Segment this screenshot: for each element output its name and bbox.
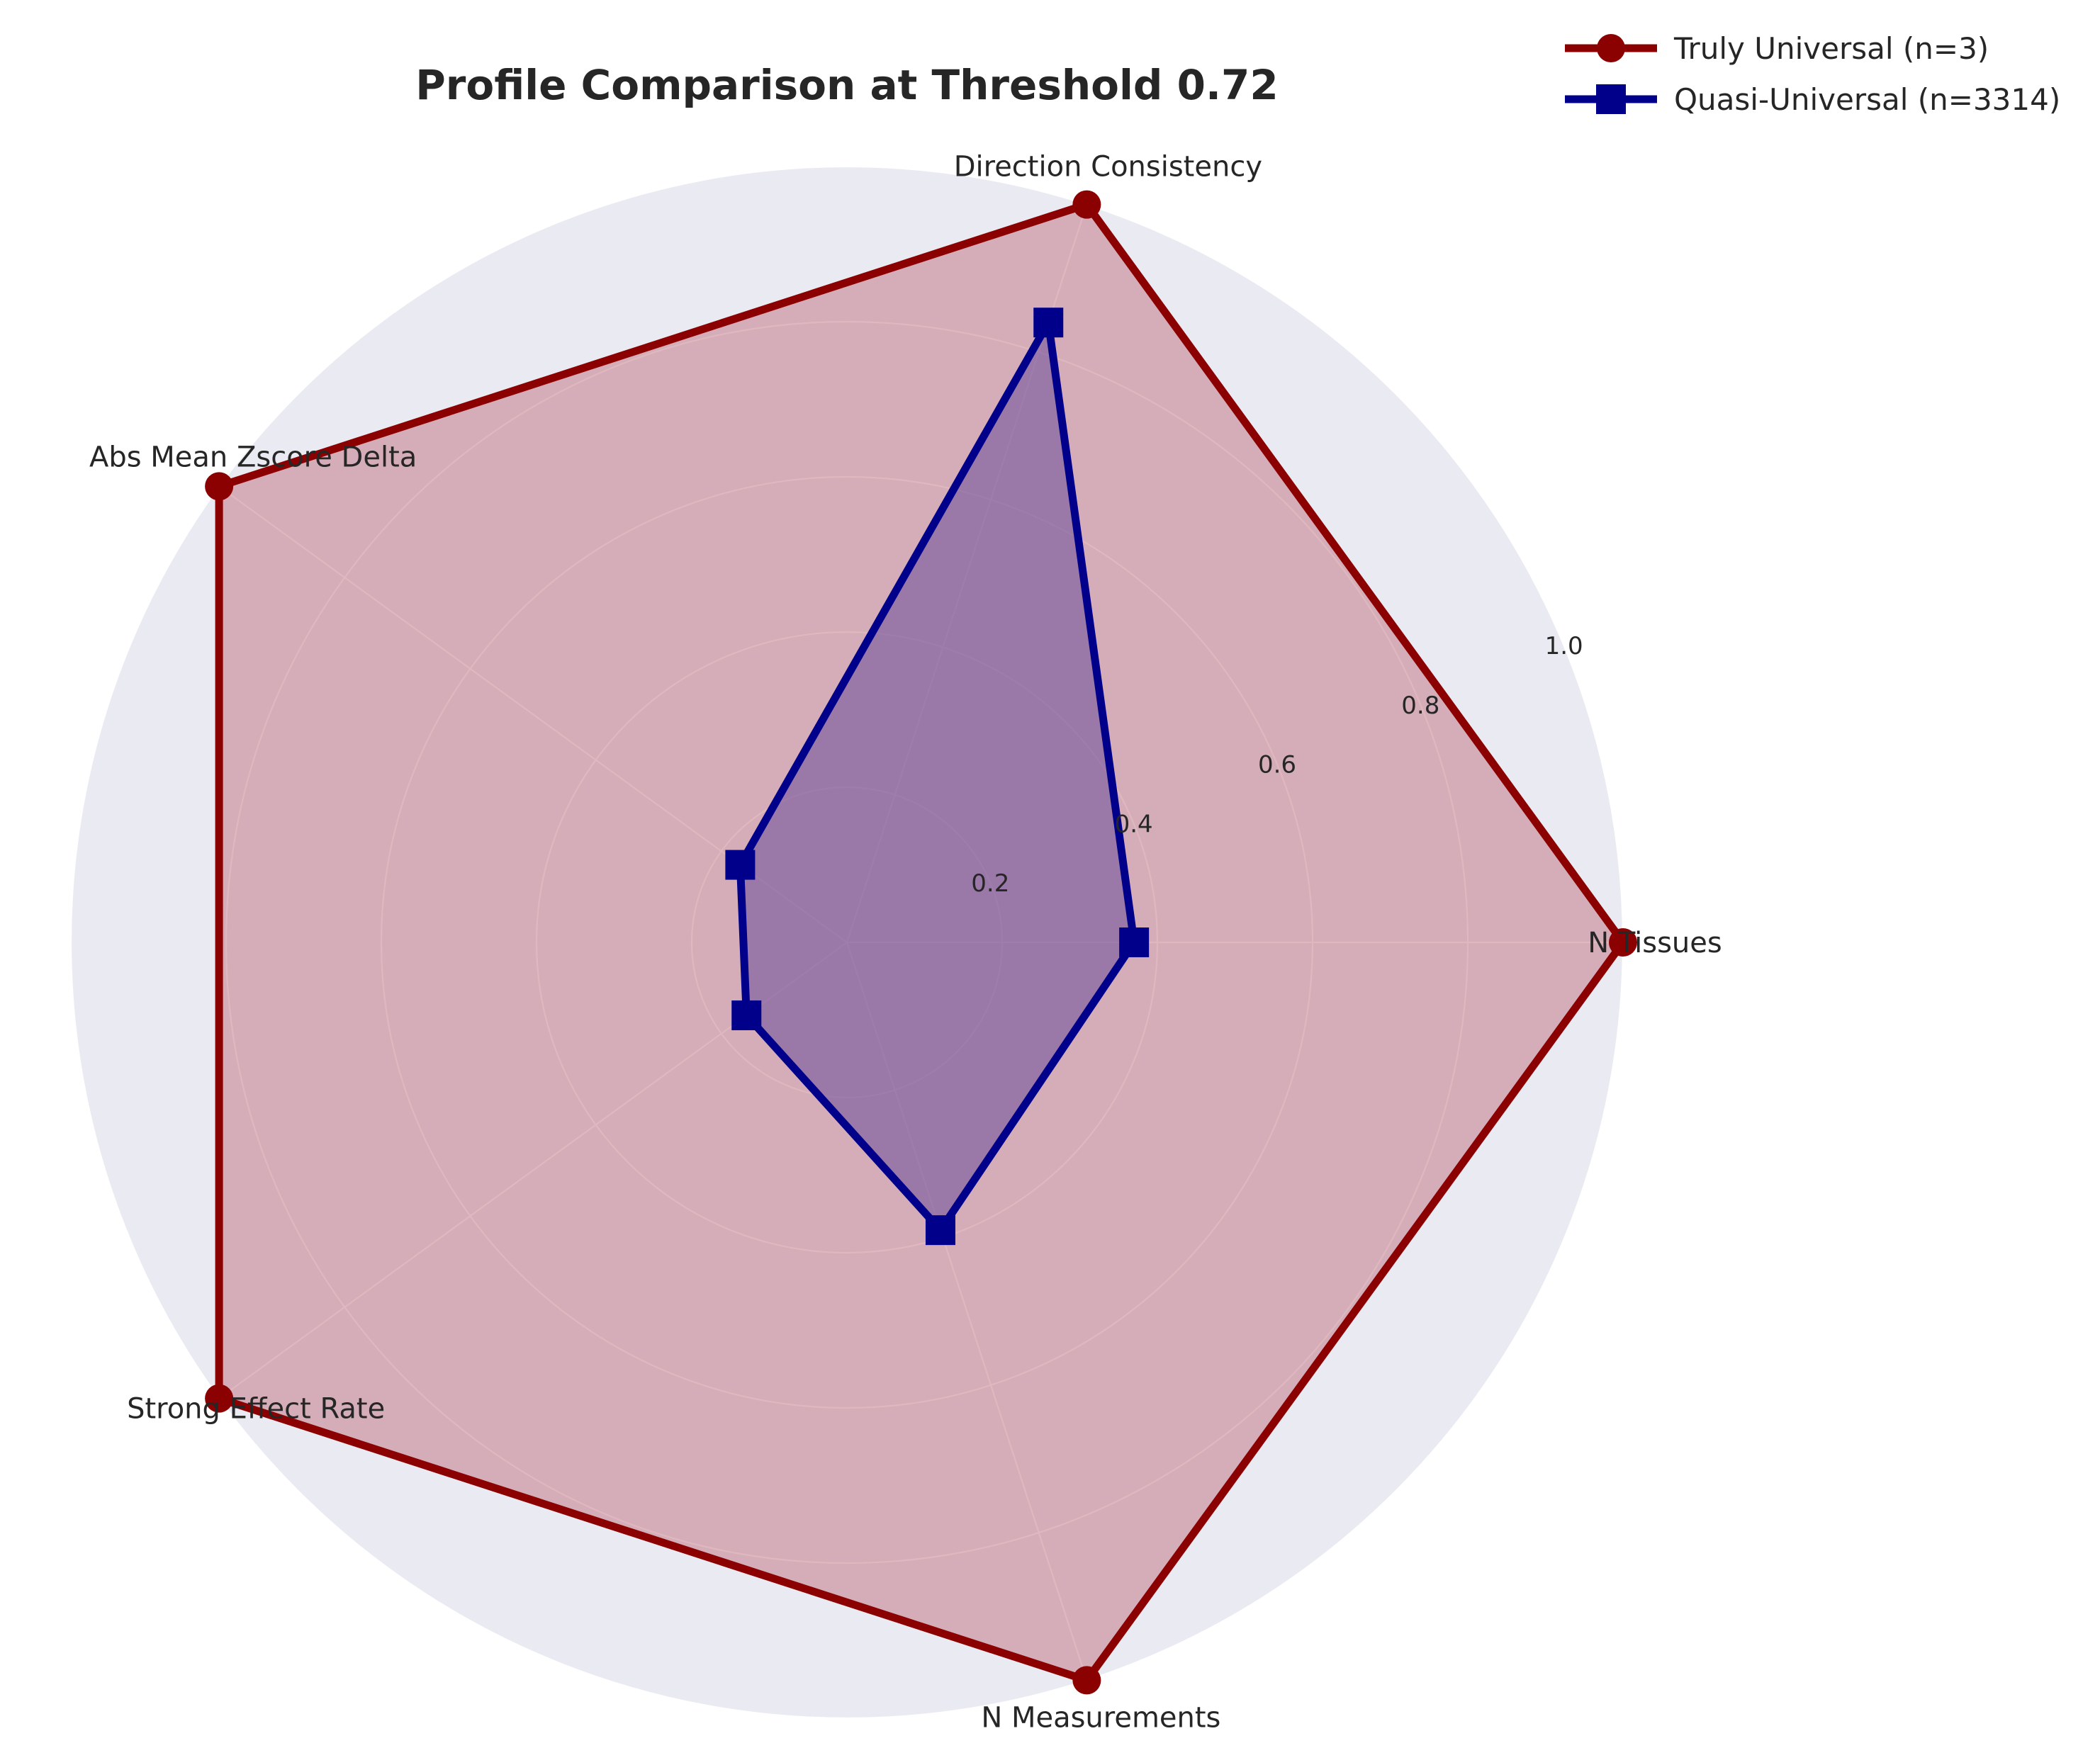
series-area-1 xyxy=(740,322,1135,1231)
data-point-s0-3 xyxy=(205,1384,234,1413)
radial-tick-label-0: 0.2 xyxy=(971,869,1009,898)
data-point-s0-4 xyxy=(1072,1666,1101,1695)
radial-tick-label-1: 0.4 xyxy=(1115,810,1153,838)
axis-label-1: Direction Consistency xyxy=(954,151,1262,184)
radial-tick-label-4: 1.0 xyxy=(1545,632,1583,660)
chart-title: Profile Comparison at Threshold 0.72 xyxy=(415,61,1278,109)
legend-marker-0 xyxy=(1597,34,1625,62)
legend-label-0: Truly Universal (n=3) xyxy=(1673,31,1989,66)
series-layer xyxy=(205,190,1637,1695)
radial-tick-label-2: 0.6 xyxy=(1258,751,1296,779)
radial-tick-layer: 0.2 0.4 0.6 0.8 1.0 xyxy=(971,632,1583,898)
radial-tick-label-3: 0.8 xyxy=(1401,692,1439,720)
axis-label-3: Strong Effect Rate xyxy=(127,1393,385,1426)
legend-label-1: Quasi-Universal (n=3314) xyxy=(1674,82,2060,117)
axis-label-layer: N Tissues Direction Consistency Abs Mean Z… xyxy=(89,151,1722,1735)
series-line-0 xyxy=(215,201,1627,1684)
legend: Truly Universal (n=3) Quasi-Universal (n=… xyxy=(1565,31,2060,117)
axis-label-0: N Tissues xyxy=(1588,927,1722,959)
data-point-s0-2 xyxy=(205,472,234,501)
data-point-s1-3 xyxy=(731,1000,762,1030)
data-point-s1-2 xyxy=(725,850,756,880)
data-point-s0-0 xyxy=(1609,928,1637,957)
series-line-1 xyxy=(736,318,1138,1234)
data-point-s1-1 xyxy=(1033,308,1064,338)
legend-marker-1 xyxy=(1596,84,1626,114)
data-point-s1-0 xyxy=(1119,927,1150,957)
axis-label-4: N Measurements xyxy=(981,1701,1220,1734)
axis-label-2: Abs Mean Zscore Delta xyxy=(89,441,417,473)
data-point-s0-1 xyxy=(1072,190,1101,219)
data-point-s1-4 xyxy=(925,1215,955,1246)
